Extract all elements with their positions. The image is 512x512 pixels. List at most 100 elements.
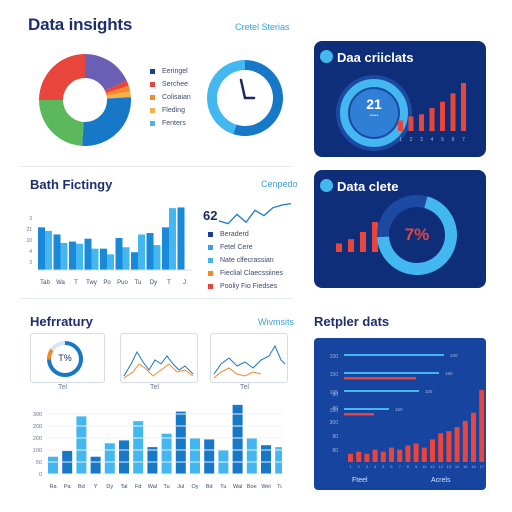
bar — [397, 449, 403, 462]
card-caption: Tel — [150, 384, 159, 391]
tick-label: 105 — [425, 389, 433, 394]
tick-label: 6 — [390, 464, 393, 469]
legend-item: Fleding — [150, 104, 191, 117]
legend-label: Pooliy Fio Fiedses — [220, 283, 278, 290]
tick-label: 80 — [332, 392, 338, 398]
bar — [336, 243, 342, 252]
section-title: Hefrratury — [30, 314, 93, 329]
tick-label: 4 — [29, 249, 32, 255]
tick-label: Pa — [64, 484, 72, 490]
bar — [261, 445, 271, 474]
bar — [461, 83, 466, 131]
bar — [348, 453, 353, 462]
line-series — [213, 344, 286, 375]
tick-label: 300 — [33, 412, 42, 418]
tick-label: T — [167, 280, 171, 286]
tick-label: 100 — [450, 353, 458, 358]
donut-slice — [105, 85, 131, 96]
bar — [90, 456, 101, 474]
bar — [131, 252, 138, 270]
axis-label: Fteel — [352, 477, 368, 484]
legend-item: Eeringel — [150, 65, 191, 78]
bar — [107, 254, 114, 270]
bar — [122, 247, 130, 270]
legend-swatch — [208, 271, 213, 276]
panel-dot-icon — [320, 50, 333, 63]
tick-label: 80 — [332, 434, 338, 440]
bar — [430, 439, 435, 462]
tick-label: 7 — [399, 464, 402, 469]
tick-label: 100 — [33, 448, 42, 454]
bar — [419, 114, 424, 131]
tick-label: 3 — [29, 260, 32, 266]
tick-label: Bd — [206, 484, 213, 490]
mini-card-line — [210, 333, 288, 383]
bar — [76, 243, 83, 270]
donut-slice — [377, 196, 457, 275]
legend-label: Fetel Cere — [220, 244, 253, 251]
clock-donut-chart — [207, 59, 283, 137]
section-link[interactable]: Wivmsits — [258, 317, 294, 327]
bar — [344, 408, 389, 410]
tick-label: 6 — [452, 137, 455, 143]
bar — [348, 239, 354, 252]
divider — [20, 298, 292, 299]
bar — [38, 227, 45, 270]
donut-slice — [85, 54, 127, 91]
bar — [84, 238, 92, 270]
bar — [344, 413, 374, 416]
bar — [177, 207, 185, 270]
tick-label: 3 — [29, 216, 32, 222]
bar — [450, 93, 456, 131]
bar — [440, 101, 445, 131]
legend-swatch — [150, 69, 155, 74]
bar — [372, 449, 378, 462]
bar — [48, 456, 58, 474]
donut-slice — [233, 59, 283, 137]
tick-label: Tu — [277, 484, 282, 490]
bar — [175, 411, 186, 474]
tick-label: Tal — [120, 484, 127, 490]
bar — [421, 447, 427, 462]
tick-label: 150 — [395, 407, 403, 412]
bar — [45, 230, 52, 270]
bar — [76, 416, 87, 474]
panel-dot-icon — [320, 179, 333, 192]
legend-label: Fenters — [162, 120, 186, 127]
bar — [446, 431, 452, 462]
bar — [69, 241, 76, 270]
bar — [275, 447, 282, 474]
tick-label: 3 — [366, 464, 369, 469]
bottom-bar-chart: 300 200 200 100 50 0 Ra Pa Bd Y Dy Tal Fd Wal Tu Jul Oy B… — [33, 404, 282, 490]
bar — [162, 227, 169, 270]
tick-label: 150 — [445, 371, 453, 376]
section-link[interactable]: Cenpedo — [261, 179, 298, 189]
donut-slice — [82, 97, 131, 146]
bar — [471, 412, 476, 462]
legend-item: Serchee — [150, 78, 191, 91]
legend-swatch — [208, 284, 213, 289]
legend-item: Nate clfecrassian — [208, 254, 283, 267]
bar-legend: Beraderd Fetel Cere Nate clfecrassian Fi… — [208, 228, 283, 293]
bar — [246, 437, 257, 474]
legend-swatch — [208, 232, 213, 237]
section-title: Retpler dats — [314, 314, 390, 329]
bar — [429, 108, 435, 131]
legend-swatch — [150, 121, 155, 126]
tick-label: 10 — [422, 464, 427, 469]
header-link[interactable]: Cretel Sterias — [235, 22, 290, 32]
legend-item: Colisaian — [150, 91, 191, 104]
line-series — [123, 363, 194, 379]
tick-label: Ra — [49, 484, 57, 490]
bar — [60, 242, 68, 270]
mini-line-chart — [213, 344, 286, 379]
tick-label: Wal — [148, 484, 157, 490]
tick-label: Jul — [177, 484, 184, 490]
tick-label: 10 — [26, 238, 32, 244]
panel-gauge — [377, 195, 457, 275]
bar — [380, 451, 386, 462]
bar — [232, 404, 243, 474]
tick-label: 4 — [374, 464, 377, 469]
legend-label: Fleding — [162, 107, 185, 114]
